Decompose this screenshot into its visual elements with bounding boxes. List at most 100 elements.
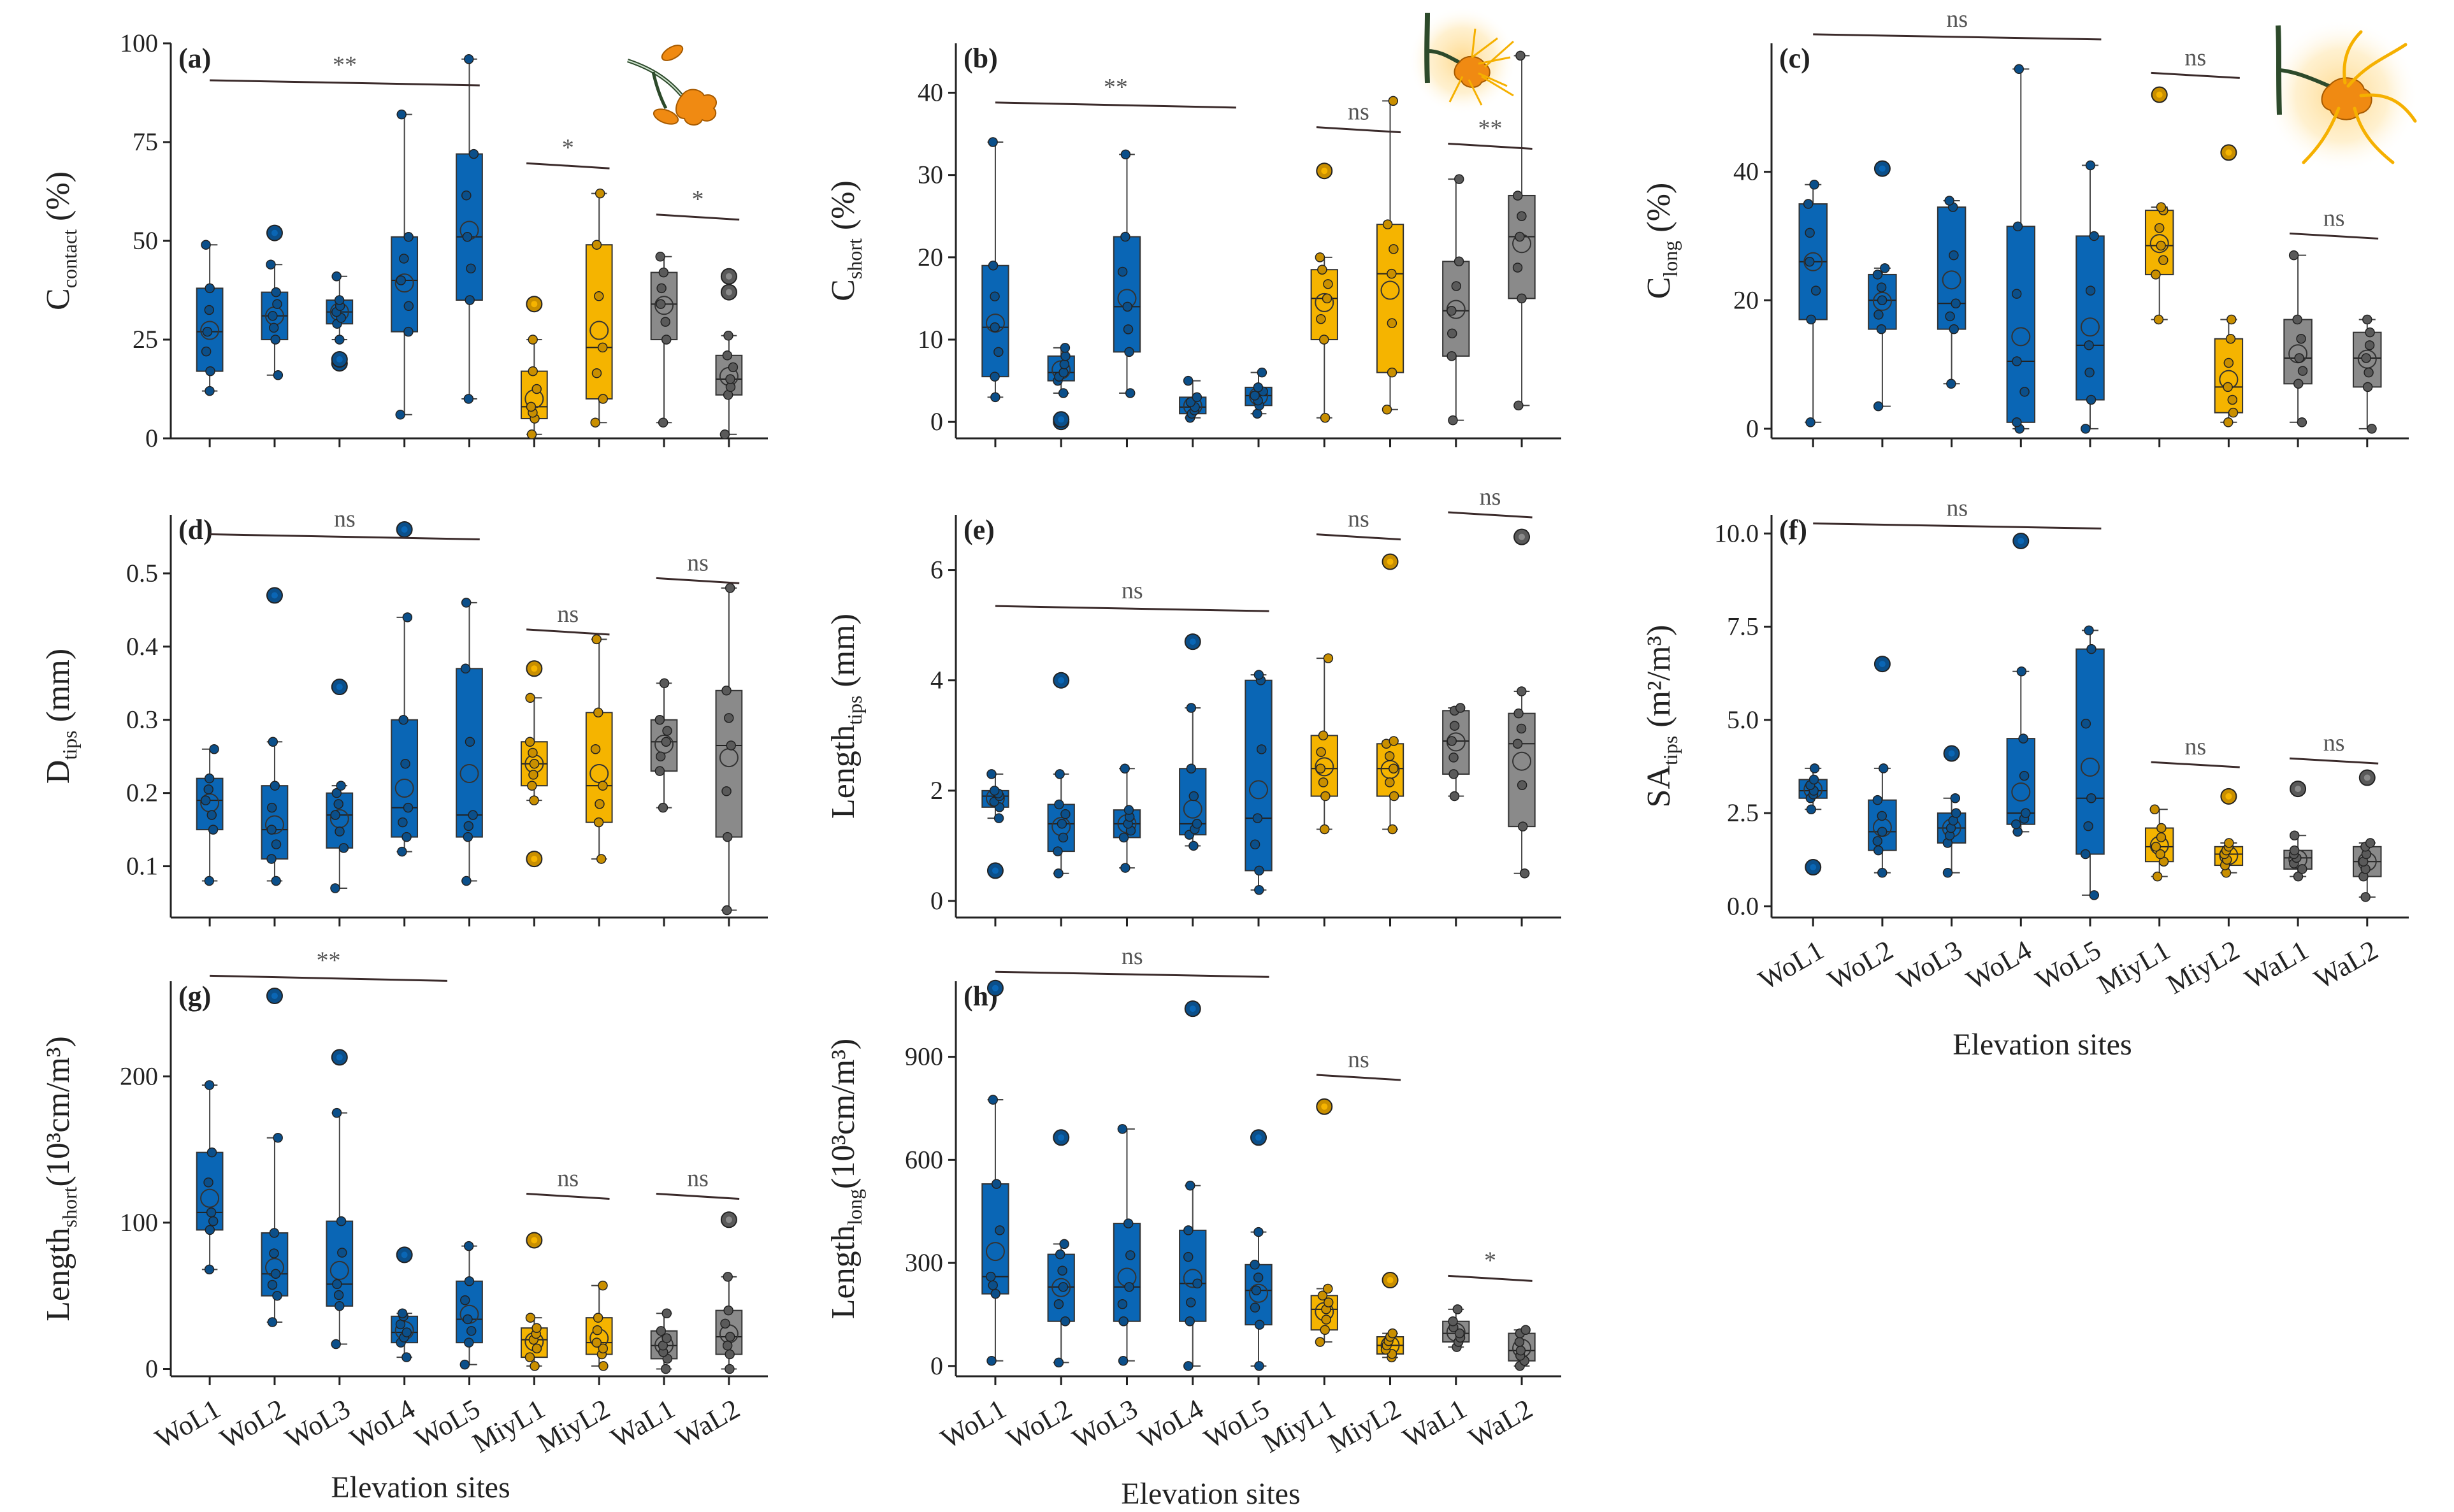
data-point	[2081, 424, 2091, 434]
data-point	[1944, 196, 1954, 206]
outlier-core	[336, 684, 343, 691]
data-point	[330, 883, 340, 893]
significance-bracket: ns	[995, 943, 1269, 978]
y-tick-label: 10	[918, 325, 943, 354]
data-point	[592, 1325, 603, 1336]
x-tick-label: MiyL2	[532, 1393, 615, 1459]
data-point	[722, 832, 733, 842]
data-point	[336, 1216, 347, 1227]
significance-bracket: *	[656, 186, 740, 221]
outlier-core	[1879, 661, 1886, 668]
data-point	[1876, 324, 1887, 335]
outlier-core	[2225, 149, 2232, 156]
box-WoL2	[1047, 672, 1075, 879]
data-point	[525, 693, 535, 703]
panel-label: (f)	[1779, 514, 1807, 545]
data-point	[1448, 415, 1458, 426]
data-point	[598, 1343, 609, 1354]
data-point	[272, 299, 282, 309]
box-WaL2	[1508, 50, 1536, 411]
mean-marker	[394, 778, 414, 798]
data-point	[1120, 149, 1131, 160]
mean-marker	[985, 1242, 1005, 1262]
mean-marker	[654, 296, 674, 315]
contact-exploration-icon	[627, 45, 717, 126]
x-tick-label: WaL1	[605, 1393, 680, 1454]
panel-label: (a)	[178, 43, 211, 74]
x-tick-label: WoL5	[2030, 934, 2106, 996]
data-point	[1877, 810, 1887, 821]
significance-line	[1316, 533, 1401, 541]
data-point	[598, 1361, 609, 1371]
data-point	[593, 817, 604, 828]
box-WoL4	[391, 1246, 419, 1362]
box-iqr	[456, 153, 483, 301]
box-MiyL2	[585, 188, 613, 428]
data-point	[2083, 821, 2093, 832]
data-point	[1123, 324, 1134, 335]
data-point	[1448, 769, 1459, 779]
data-point	[1520, 1325, 1531, 1335]
outlier-core	[336, 1054, 343, 1061]
data-point	[2086, 793, 2097, 803]
significance-bracket: **	[210, 947, 447, 982]
data-point	[400, 758, 410, 769]
data-point	[269, 1228, 280, 1238]
y-tick-label: 7.5	[1727, 612, 1759, 641]
significance-line	[1448, 142, 1533, 150]
x-axis-title: Elevation sites	[331, 1471, 510, 1504]
data-point	[1387, 318, 1397, 328]
significance-bracket: ns	[2151, 733, 2240, 768]
mean-marker	[1512, 751, 1532, 771]
data-point	[2151, 270, 2161, 280]
y-tick-label: 0.4	[126, 632, 158, 661]
data-point	[268, 322, 279, 333]
box-WaL2	[1508, 1325, 1536, 1371]
data-point	[401, 1327, 412, 1337]
data-point	[526, 429, 537, 440]
box-WoL5	[456, 54, 483, 404]
data-point	[2010, 819, 2021, 830]
data-point	[463, 394, 474, 404]
data-point	[1118, 1355, 1129, 1366]
significance-label: ns	[2323, 730, 2345, 756]
data-point	[395, 410, 405, 420]
significance-line	[1316, 126, 1401, 134]
data-point	[1323, 279, 1333, 289]
significance-label: ns	[1122, 943, 1143, 970]
mean-marker	[1249, 1283, 1268, 1303]
outlier-core	[1189, 638, 1196, 645]
data-point	[1387, 824, 1397, 835]
data-point	[658, 802, 668, 813]
x-tick-label: MiyL1	[1257, 1393, 1340, 1459]
data-point	[2297, 417, 2307, 428]
data-point	[1254, 884, 1264, 895]
data-point	[2012, 356, 2022, 366]
x-axis-title: Elevation sites	[1952, 1028, 2132, 1062]
data-point	[1389, 791, 1399, 802]
data-point	[2361, 353, 2371, 363]
mean-marker	[264, 815, 284, 835]
data-point	[332, 1279, 342, 1290]
data-point	[1387, 1328, 1398, 1339]
data-point	[1517, 780, 1527, 790]
data-point	[331, 1107, 342, 1118]
significance-bracket: ns	[526, 601, 610, 636]
data-point	[206, 1147, 217, 1158]
data-point	[531, 1323, 542, 1333]
data-point	[1058, 367, 1069, 378]
outlier-core	[271, 229, 278, 236]
significance-line	[210, 79, 480, 87]
box-WoL4	[1179, 375, 1207, 423]
box-MiyL2	[2214, 144, 2244, 428]
significance-bracket: ns	[210, 505, 480, 540]
box-WoL3	[1113, 149, 1141, 398]
data-point	[1120, 863, 1130, 873]
box-MiyL1	[520, 296, 548, 440]
data-point	[721, 905, 732, 916]
box-WoL2	[1047, 343, 1075, 431]
data-point	[1382, 219, 1393, 229]
data-point	[728, 362, 739, 373]
data-point	[655, 252, 665, 262]
